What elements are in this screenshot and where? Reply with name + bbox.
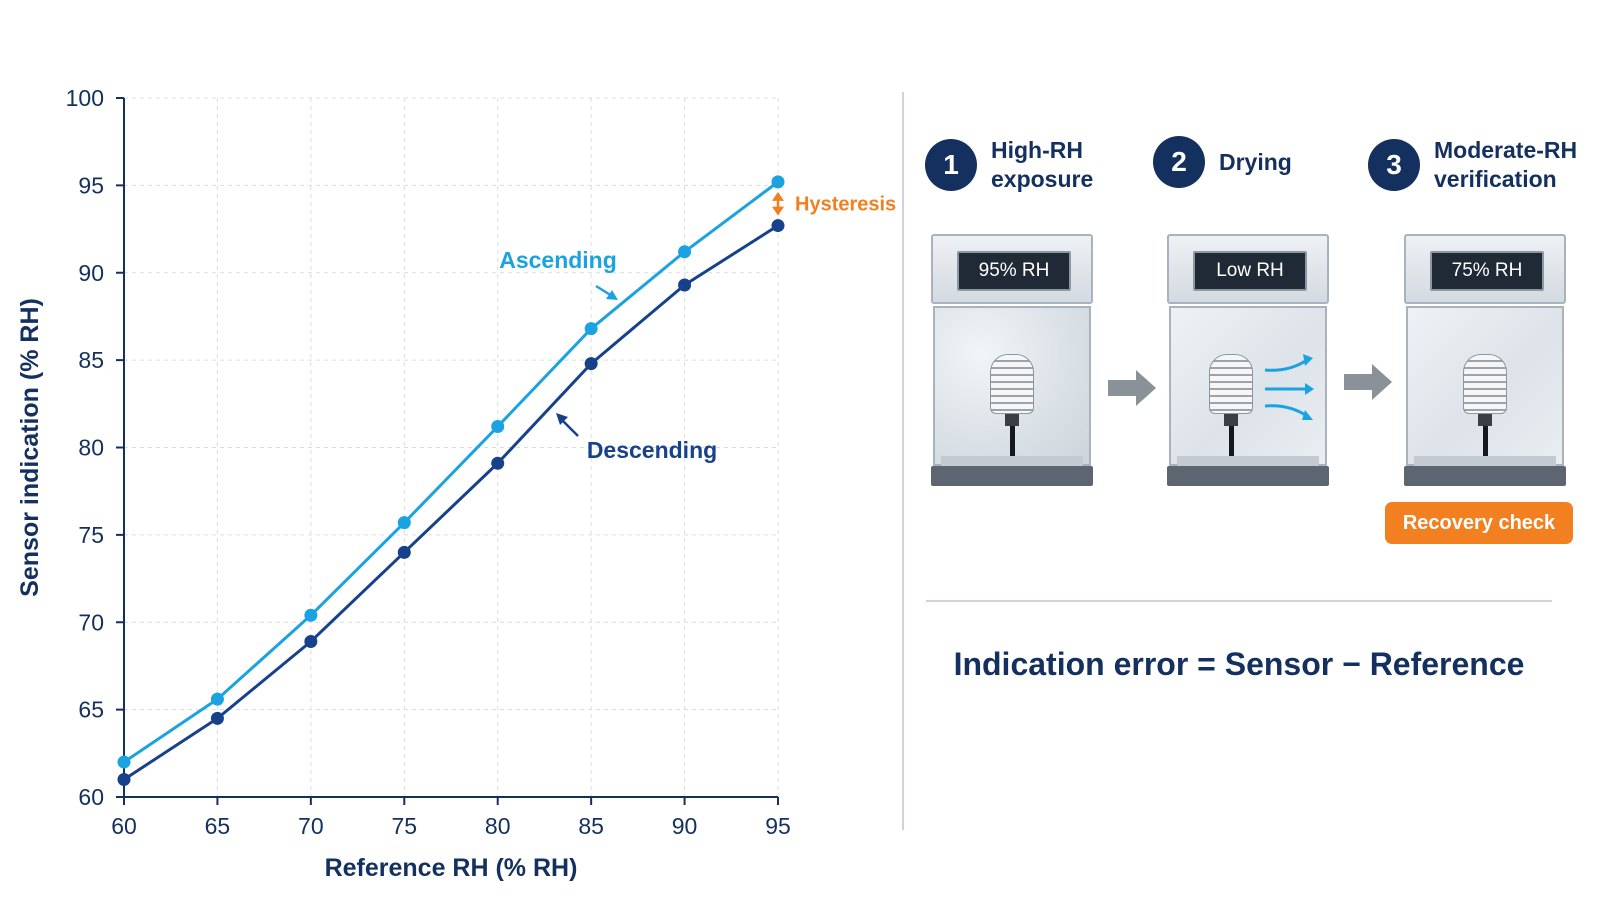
data-point-descending: [210, 711, 224, 725]
x-tick-label: 95: [765, 813, 791, 839]
x-tick-label: 85: [578, 813, 604, 839]
right-arrow-icon: [1344, 364, 1392, 400]
chamber-display-3: 75% RH: [1430, 251, 1544, 291]
x-tick-label: 65: [205, 813, 231, 839]
y-tick-label: 90: [78, 260, 104, 286]
step-2-number-badge: 2: [1153, 136, 1205, 188]
step-1-heading: 1 High-RH exposure: [925, 136, 1093, 194]
data-point-descending: [491, 456, 505, 470]
y-tick-label: 70: [78, 609, 104, 635]
data-point-descending: [584, 357, 598, 371]
step-2-title: Drying: [1219, 148, 1292, 175]
y-tick-label: 65: [78, 697, 104, 723]
chamber-drying: Low RH: [1167, 234, 1329, 486]
step-3-heading: 3 Moderate-RH verification: [1368, 136, 1577, 194]
series-line-descending: [123, 224, 779, 781]
chamber-base: [1404, 456, 1566, 486]
data-point-ascending: [117, 755, 131, 769]
data-point-ascending: [771, 175, 785, 189]
data-point-ascending: [210, 692, 224, 706]
data-point-ascending: [304, 608, 318, 622]
ascending-pointer-arrowhead: [606, 290, 618, 300]
data-point-descending: [397, 545, 411, 559]
chamber-base: [1167, 456, 1329, 486]
data-point-ascending: [491, 420, 505, 434]
chamber-lid: Low RH: [1167, 234, 1329, 304]
x-tick-label: 90: [672, 813, 698, 839]
y-tick-label: 95: [78, 172, 104, 198]
data-point-descending: [117, 773, 131, 787]
hysteresis-arrowhead-up: [772, 191, 784, 201]
data-point-ascending: [584, 322, 598, 336]
panel-divider: [902, 92, 904, 830]
data-point-descending: [304, 634, 318, 648]
step-1-number-badge: 1: [925, 139, 977, 191]
series-label-ascending: Ascending: [499, 247, 617, 273]
series-label-descending: Descending: [587, 437, 717, 463]
chamber-moderate-rh: 75% RH: [1404, 234, 1566, 486]
recovery-check-badge: Recovery check: [1385, 502, 1573, 544]
data-point-descending: [771, 219, 785, 233]
x-tick-label: 80: [485, 813, 511, 839]
rh-sensor-icon: [1209, 354, 1253, 472]
x-tick-label: 75: [391, 813, 417, 839]
rh-sensor-icon: [990, 354, 1034, 472]
descending-pointer-arrow: [561, 419, 579, 437]
section-divider: [926, 600, 1552, 602]
step-1-title: High-RH exposure: [991, 137, 1094, 192]
step-3-number-badge: 3: [1368, 139, 1420, 191]
chamber-display-2: Low RH: [1193, 251, 1307, 291]
x-tick-label: 70: [298, 813, 324, 839]
step-3-title: Moderate-RH verification: [1434, 137, 1578, 192]
rh-chart: 60 65 70 75 80 85 90 95 60 65 70 75 80 85 90 95 100 Refer…: [16, 85, 896, 882]
hysteresis-arrowhead-down: [772, 206, 784, 216]
hysteresis-label: Hysteresis: [795, 194, 896, 216]
chamber-lid: 95% RH: [931, 234, 1093, 304]
data-point-descending: [678, 278, 692, 292]
y-axis-title: Sensor indication (% RH): [16, 298, 44, 597]
series-line-ascending: [123, 180, 779, 764]
y-tick-label: 60: [78, 784, 104, 810]
x-tick-label: 60: [111, 813, 137, 839]
chamber-base: [931, 456, 1093, 486]
y-tick-label: 75: [78, 522, 104, 548]
indication-error-formula: Indication error = Sensor − Reference: [953, 646, 1525, 682]
chamber-high-rh: 95% RH: [931, 234, 1093, 486]
y-tick-label: 85: [78, 347, 104, 373]
chamber-window: [1169, 306, 1327, 466]
x-axis-title: Reference RH (% RH): [325, 854, 578, 882]
data-point-ascending: [678, 245, 692, 259]
airflow-arrows-icon: [1264, 354, 1314, 420]
data-point-ascending: [397, 516, 411, 530]
rh-sensor-icon: [1463, 354, 1507, 472]
y-tick-label: 100: [66, 85, 104, 111]
y-tick-label: 80: [78, 435, 104, 461]
step-2-heading: 2 Drying: [1153, 136, 1292, 188]
chamber-lid: 75% RH: [1404, 234, 1566, 304]
descending-pointer-arrowhead: [556, 413, 568, 425]
chamber-display-1: 95% RH: [957, 251, 1071, 291]
right-arrow-icon: [1108, 370, 1156, 406]
